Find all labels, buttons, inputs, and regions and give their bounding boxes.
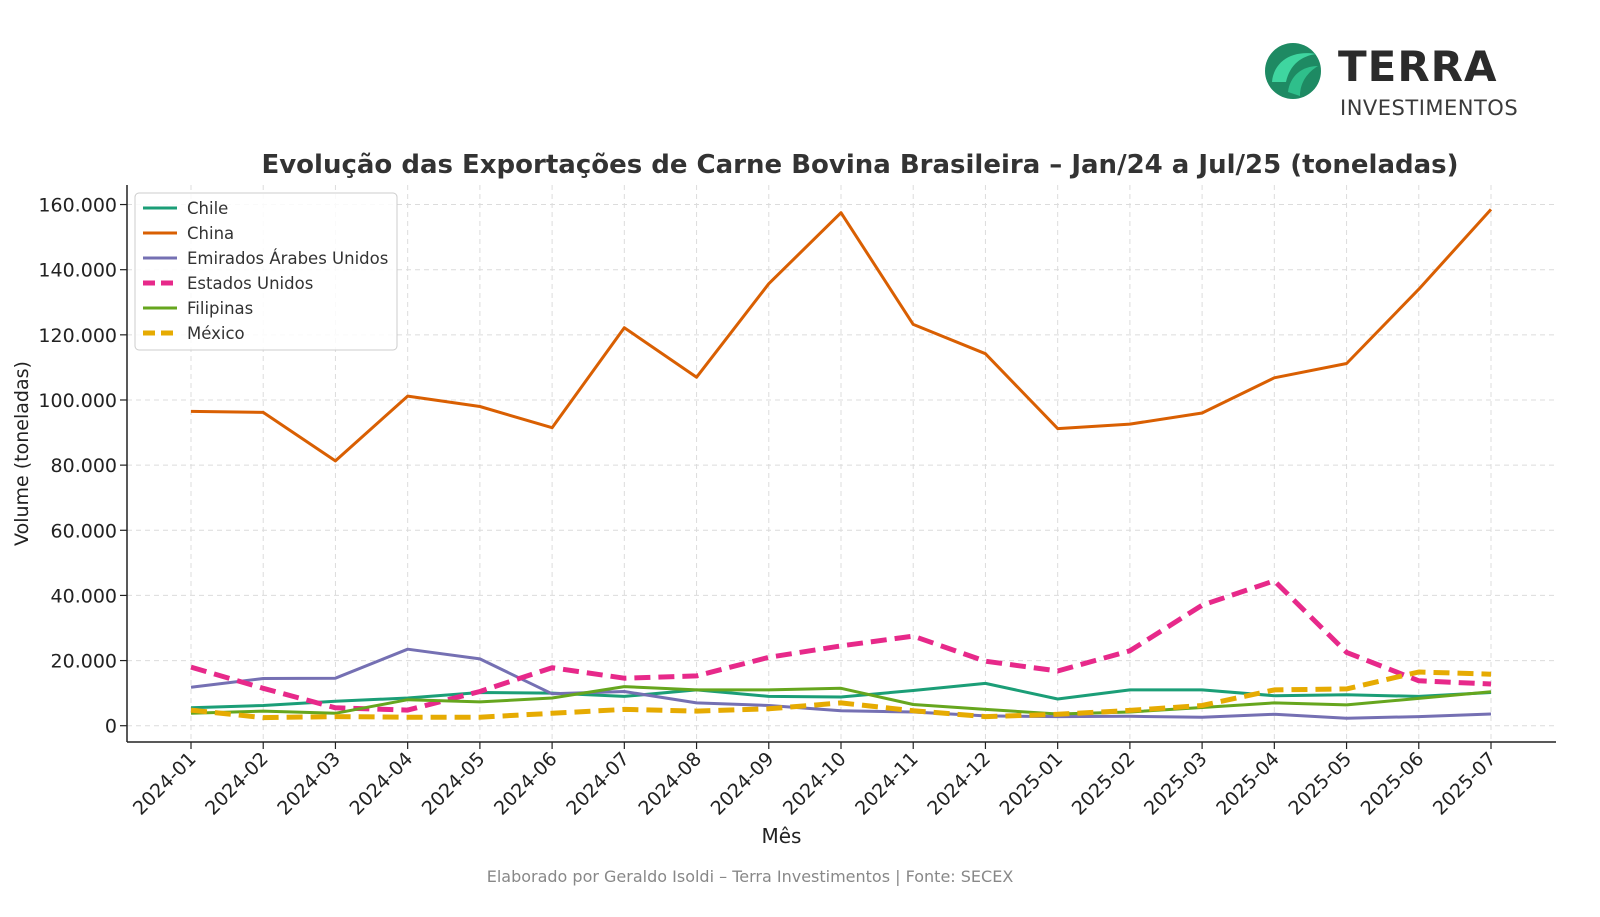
chart-container: 0 20.000 40.000 60.000 80.000 100.000 120.000 1… [11, 185, 1556, 848]
x-tick-label: 2025-03 [1140, 748, 1212, 820]
x-tick-label: 2025-06 [1357, 748, 1429, 820]
legend-box [134, 192, 398, 351]
x-tick-label: 2025-07 [1429, 748, 1501, 820]
legend-label: Chile [187, 199, 228, 218]
series-line-emirados-rabes-unidos [190, 647, 1492, 720]
legend-label: Filipinas [187, 299, 253, 318]
x-tick-label: 2024-03 [273, 748, 345, 820]
x-tick-label: 2024-09 [707, 748, 779, 820]
brand-name: TERRA [1338, 42, 1498, 91]
y-tick-label: 100.000 [38, 390, 117, 412]
y-tick-label: 40.000 [51, 585, 117, 607]
series-line-chile [190, 681, 1492, 710]
y-axis-label: Volume (toneladas) [11, 361, 33, 546]
legend-label: Emirados Árabes Unidos [187, 249, 388, 268]
x-tick-label: 2024-02 [201, 748, 273, 820]
x-tick-label: 2024-01 [129, 748, 201, 820]
x-tick-label: 2024-12 [923, 748, 995, 820]
brand-logo: TERRA INVESTIMENTOS [1264, 38, 1544, 128]
y-tick-label: 120.000 [38, 325, 117, 347]
y-tick-label: 140.000 [38, 260, 117, 282]
x-tick-label: 2025-04 [1212, 748, 1284, 820]
x-tick-label: 2024-06 [490, 748, 562, 820]
x-tick-label: 2024-08 [634, 748, 706, 820]
x-tick-label: 2025-05 [1284, 748, 1356, 820]
x-tick-label: 2024-04 [346, 748, 418, 820]
x-tick-label: 2025-02 [1068, 748, 1140, 820]
chart-legend: Chile China Emirados Árabes Unidos Estados … [134, 192, 398, 351]
y-tick-label: 20.000 [51, 651, 117, 673]
terra-leaf-icon [1265, 43, 1321, 99]
series-line-china [190, 208, 1493, 463]
y-tick-label: 60.000 [51, 520, 117, 542]
legend-label: México [187, 324, 245, 343]
y-tick-label: 80.000 [51, 455, 117, 477]
y-tick-label: 0 [105, 716, 117, 738]
x-axis-label: Mês [762, 824, 802, 848]
footer-credit: Elaborado por Geraldo Isoldi – Terra Inv… [486, 867, 1014, 886]
x-tick-label: 2024-07 [562, 748, 634, 820]
line-chart: 0 20.000 40.000 60.000 80.000 100.000 120.000 1… [11, 185, 1556, 848]
x-tick-label: 2025-01 [996, 748, 1068, 820]
chart-title: Evolução das Exportações de Carne Bovina… [261, 150, 1459, 180]
legend-label: Estados Unidos [187, 274, 313, 293]
x-tick-label: 2024-10 [779, 748, 851, 820]
x-tick-label: 2024-11 [851, 748, 923, 820]
y-tick-label: 160.000 [38, 195, 117, 217]
series-line-m-xico [190, 669, 1492, 721]
brand-subtitle: INVESTIMENTOS [1340, 96, 1519, 120]
series-line-filipinas [190, 685, 1492, 716]
series-line-estados-unidos [190, 578, 1492, 713]
legend-label: China [187, 224, 234, 243]
x-tick-label: 2024-05 [418, 748, 490, 820]
